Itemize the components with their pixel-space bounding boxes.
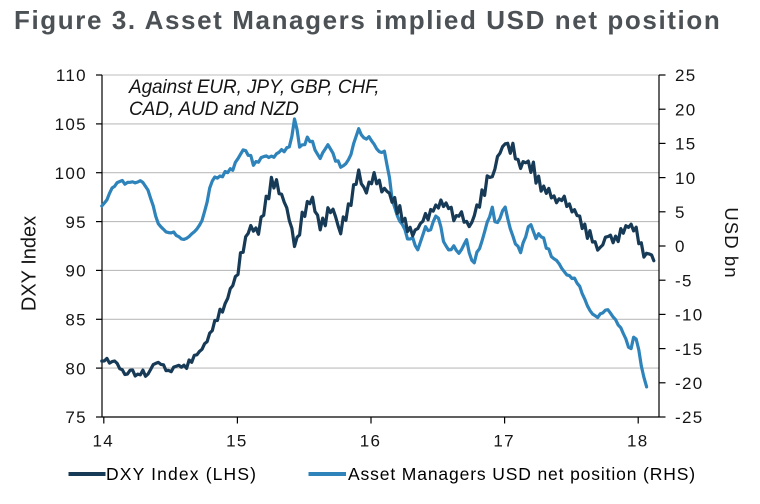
svg-text:-15: -15	[675, 340, 703, 359]
svg-text:20: 20	[675, 100, 697, 119]
svg-text:14: 14	[93, 432, 115, 451]
svg-text:100: 100	[55, 164, 87, 183]
svg-text:18: 18	[627, 432, 649, 451]
svg-text:25: 25	[675, 66, 697, 85]
svg-text:Against EUR, JPY, GBP, CHF,: Against EUR, JPY, GBP, CHF,	[128, 77, 379, 98]
svg-text:DXY Index (LHS): DXY Index (LHS)	[106, 464, 257, 484]
svg-text:-10: -10	[675, 306, 703, 325]
svg-text:-20: -20	[675, 374, 703, 393]
svg-text:16: 16	[360, 432, 382, 451]
svg-text:DXY Index: DXY Index	[19, 216, 41, 311]
svg-text:5: 5	[675, 203, 686, 222]
svg-text:95: 95	[65, 213, 87, 232]
svg-text:10: 10	[675, 169, 697, 188]
svg-text:-5: -5	[675, 271, 693, 290]
svg-text:CAD, AUD and NZD: CAD, AUD and NZD	[129, 99, 299, 120]
svg-text:-25: -25	[675, 408, 703, 427]
svg-text:105: 105	[55, 115, 87, 134]
svg-text:USD bn: USD bn	[721, 207, 742, 278]
svg-text:15: 15	[675, 135, 697, 154]
svg-text:110: 110	[56, 66, 87, 85]
svg-text:17: 17	[493, 432, 515, 451]
svg-text:0: 0	[675, 237, 686, 256]
svg-text:85: 85	[65, 311, 87, 330]
svg-text:90: 90	[65, 262, 87, 281]
svg-text:Asset Managers USD net positio: Asset Managers USD net position (RHS)	[348, 464, 696, 484]
svg-text:Figure 3. Asset Managers impli: Figure 3. Asset Managers implied USD net…	[14, 5, 721, 35]
svg-text:15: 15	[226, 432, 248, 451]
svg-text:75: 75	[65, 408, 87, 427]
svg-text:80: 80	[65, 359, 87, 378]
